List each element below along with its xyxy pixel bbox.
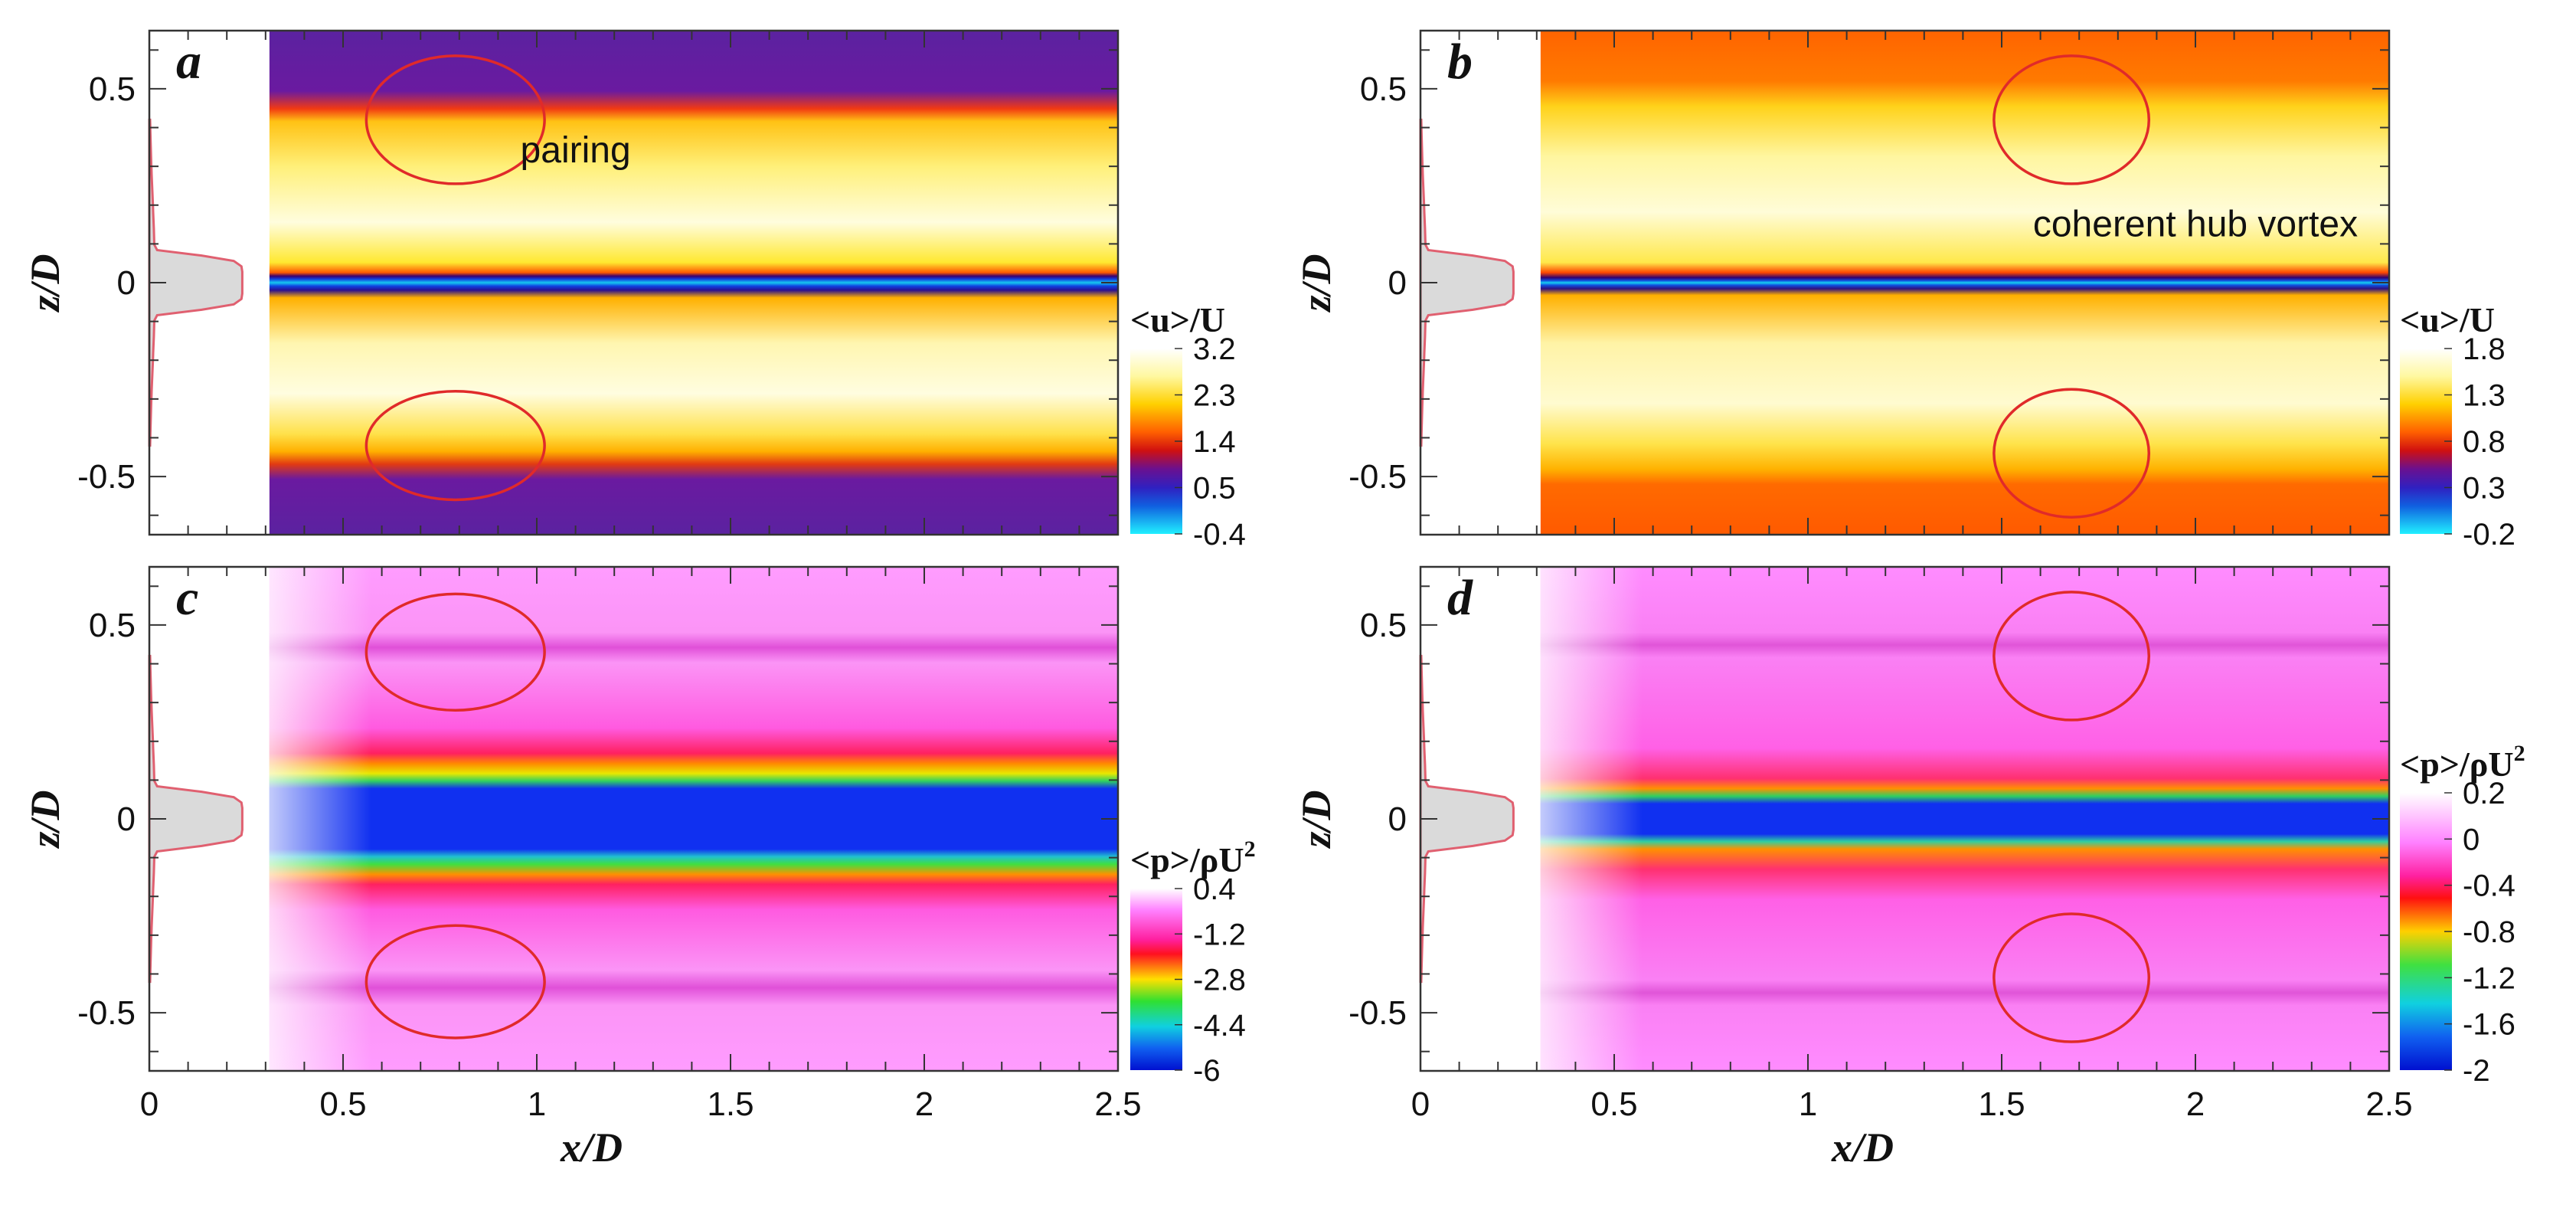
colorbar-tick-label: 0.2 — [2463, 777, 2506, 810]
colorbar-tick-label: -0.2 — [2463, 518, 2516, 552]
highlight-ellipse — [1992, 54, 2151, 185]
colorbar-title: <p>/ρU2 — [2400, 741, 2525, 784]
y-tick-label: 0 — [1388, 264, 1407, 302]
colorbar-title: <u>/U — [2400, 300, 2495, 339]
colorbar-tick-label: 1.8 — [2463, 332, 2506, 366]
panel-c: 0.5 0 -0.5 0 0.5 1 1.5 2 2.5 z/D x/D c 0.4 -1.2 -2.8 -4… — [22, 565, 1256, 1170]
colorbar-tick-label: 1.4 — [1193, 425, 1236, 459]
colorbar-tick-label: 2.3 — [1193, 379, 1236, 413]
x-axis-title: x/D — [1831, 1125, 1894, 1170]
x-tick-label: 0.5 — [319, 1085, 366, 1123]
y-axis-title: z/D — [22, 254, 68, 313]
x-tick-label: 0 — [140, 1085, 159, 1123]
colorbar — [2400, 349, 2452, 534]
colorbar-tick-label: 0.4 — [1193, 872, 1236, 906]
highlight-ellipse — [1992, 912, 2151, 1043]
y-axis-title: z/D — [1293, 254, 1339, 313]
x-tick-label: 1 — [528, 1085, 546, 1123]
colorbar-title-superscript: 2 — [2514, 741, 2525, 766]
contour-field — [269, 31, 1118, 535]
y-tick-label: -0.5 — [1348, 994, 1407, 1032]
y-tick-label: 0 — [117, 264, 136, 302]
panel-d: 0.5 0 -0.5 0 0.5 1 1.5 2 2.5 z/D x/D d 0.2 0 -0.4 -0.8 -… — [1293, 565, 2525, 1170]
contour-field — [1540, 31, 2389, 535]
panel-letter: b — [1447, 34, 1473, 90]
panel-b: 0.5 0 -0.5 z/D b coherent hub vortex 1.8 1.3 0.8… — [1293, 29, 2516, 552]
colorbar — [2400, 793, 2452, 1070]
colorbar — [1130, 889, 1182, 1070]
panel-letter: d — [1447, 570, 1473, 626]
colorbar-tick-label: 0.5 — [1193, 472, 1236, 506]
annotation-label: pairing — [521, 130, 631, 171]
y-tick-label: 0 — [117, 800, 136, 838]
y-tick-label: -0.5 — [77, 458, 136, 496]
y-tick-label: -0.5 — [1348, 458, 1407, 496]
colorbar-tick-label: -1.2 — [2463, 961, 2516, 995]
colorbar-title: <p>/ρU2 — [1130, 836, 1256, 879]
highlight-ellipse — [364, 924, 546, 1039]
colorbar-tick-label: -1.2 — [1193, 918, 1246, 951]
colorbar-tick-label: 0.8 — [2463, 425, 2506, 459]
colorbar-tick-label: -2 — [2463, 1054, 2490, 1088]
colorbar-tick-label: -0.4 — [2463, 869, 2516, 903]
y-tick-label: 0.5 — [89, 70, 136, 108]
y-tick-label: 0 — [1388, 800, 1407, 838]
colorbar-tick-label: -0.4 — [1193, 518, 1246, 552]
colorbar — [1130, 349, 1182, 534]
colorbar-tick-label: 1.3 — [2463, 379, 2506, 413]
x-tick-label: 1.5 — [1978, 1085, 2025, 1123]
highlight-ellipse — [364, 389, 546, 502]
colorbar-tick-label: -2.8 — [1193, 964, 1246, 997]
colorbar-tick-label: -1.6 — [2463, 1008, 2516, 1042]
colorbar-title-superscript: 2 — [1244, 836, 1256, 862]
colorbar-tick-label: 3.2 — [1193, 332, 1236, 366]
x-tick-label: 2 — [915, 1085, 933, 1123]
highlight-ellipse — [364, 592, 546, 712]
colorbar-title: <u>/U — [1130, 300, 1225, 339]
x-tick-label: 1 — [1799, 1085, 1817, 1123]
x-tick-label: 0.5 — [1590, 1085, 1637, 1123]
y-tick-label: -0.5 — [77, 994, 136, 1032]
colorbar-tick-label: -0.8 — [2463, 915, 2516, 949]
x-tick-label: 2.5 — [2365, 1085, 2412, 1123]
highlight-ellipse — [364, 54, 546, 185]
y-tick-label: 0.5 — [89, 607, 136, 644]
panel-letter: c — [176, 570, 198, 626]
x-tick-label: 0 — [1411, 1085, 1430, 1123]
colorbar-tick-label: -6 — [1193, 1054, 1221, 1088]
y-axis-title: z/D — [22, 790, 68, 849]
colorbar-tick-label: 0.3 — [2463, 472, 2506, 506]
annotation-label: coherent hub vortex — [2033, 204, 2358, 244]
x-tick-label: 2 — [2186, 1085, 2205, 1123]
x-tick-label: 1.5 — [707, 1085, 754, 1123]
panel-a: 0.5 0 -0.5 z/D a pairing 3.2 2.3 1.4 0.5 -0.4 <u>/U — [22, 29, 1246, 552]
highlight-ellipse — [1992, 591, 2151, 722]
colorbar-tick-label: -4.4 — [1193, 1009, 1246, 1043]
panel-letter: a — [176, 34, 201, 90]
x-tick-label: 2.5 — [1094, 1085, 1141, 1123]
highlight-ellipse — [1992, 388, 2151, 519]
colorbar-tick-label: 0 — [2463, 823, 2480, 856]
inlet-fade — [1540, 567, 2389, 1071]
y-axis-title: z/D — [1293, 790, 1339, 849]
y-tick-label: 0.5 — [1360, 70, 1407, 108]
y-tick-label: 0.5 — [1360, 607, 1407, 644]
x-axis-title: x/D — [560, 1125, 623, 1170]
inlet-fade — [269, 567, 1118, 1071]
